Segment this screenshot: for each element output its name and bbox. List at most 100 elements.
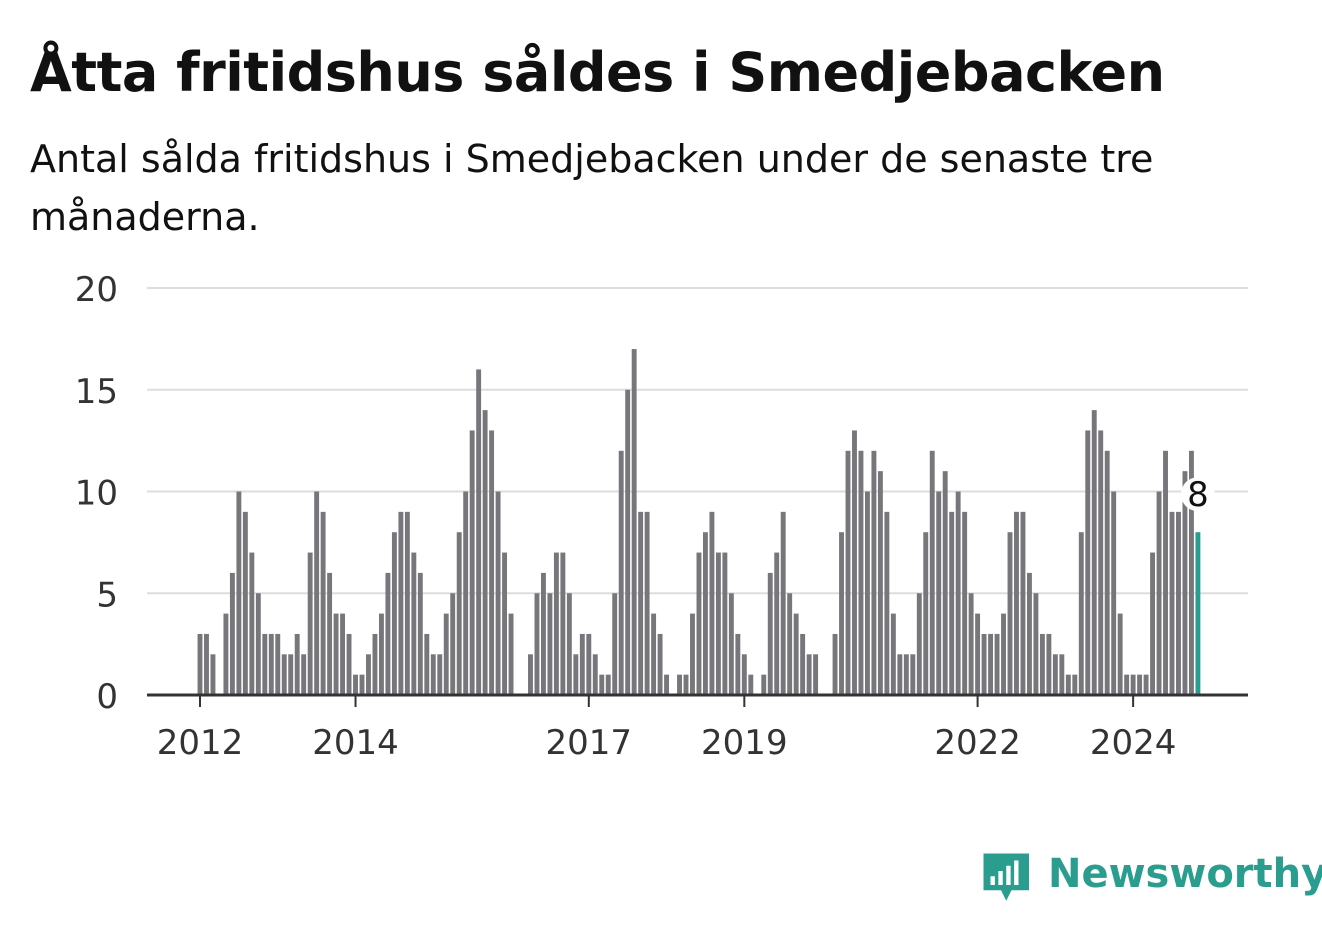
bar [994,633,1000,695]
bar [1143,674,1149,695]
bar [443,613,449,695]
x-tick-label: 2014 [312,723,399,763]
chart-title: Åtta fritidshus såldes i Smedjebacken [30,41,1165,104]
chart-subtitle: Antal sålda fritidshus i Smedjebacken un… [30,137,1154,239]
bar [404,511,410,695]
bar [858,450,864,695]
bar [333,613,339,695]
x-tick-label: 2024 [1090,723,1177,763]
bar [780,511,786,695]
bar [301,654,307,695]
bar [1091,410,1097,695]
bar [573,654,579,695]
bar [1124,674,1130,695]
bar [955,491,961,695]
bar [877,471,883,695]
bar [890,613,896,695]
bar [223,613,229,695]
bar [411,552,417,695]
bar [1156,491,1162,695]
bar [553,552,559,695]
y-tick-label: 0 [96,677,118,717]
x-tick-label: 2022 [934,723,1021,763]
bar [845,450,851,695]
bar [1078,532,1084,695]
bar [1026,572,1032,695]
bar [229,572,235,695]
y-tick-label: 20 [75,270,118,310]
bar [294,633,300,695]
bar [1150,552,1156,695]
bar [1176,511,1181,695]
bar [916,593,922,695]
bar [560,552,566,695]
bar [528,654,533,695]
bar [540,572,546,695]
bar [1111,491,1117,695]
bar [398,511,404,695]
data-label-background [1180,477,1215,512]
bar [709,511,715,695]
bar [353,674,358,695]
bar [242,511,248,695]
bar [1098,430,1104,695]
bar [968,593,974,695]
bar [852,430,857,695]
bar [482,410,488,695]
bar [579,633,585,695]
bar [204,633,209,695]
bar [469,430,475,695]
bar [988,633,994,695]
brand-name: Newsworthy [1048,851,1322,897]
bar [592,654,598,695]
bar [975,613,981,695]
bar [1046,633,1052,695]
bar [871,450,877,695]
bar [1085,430,1091,695]
bar [722,552,728,695]
bar [424,633,430,695]
bar [1039,633,1045,695]
bar [715,552,721,695]
bar [942,471,948,695]
bar [1052,654,1058,695]
bar [774,552,780,695]
bar [1072,674,1078,695]
bar [1001,613,1006,695]
bar [1104,450,1110,695]
bar [547,593,553,695]
y-tick-label: 5 [96,575,118,615]
bar [340,613,346,695]
bar [1182,471,1188,695]
bar [1130,674,1136,695]
bar [1014,511,1019,695]
x-tick-label: 2019 [701,723,788,763]
bar [787,593,793,695]
bar [1007,532,1013,695]
bar [625,389,631,695]
bar [385,572,391,695]
bar [346,633,352,695]
bar [437,654,443,695]
bar [566,593,572,695]
bar [903,654,909,695]
bar [314,491,320,695]
bar [320,511,326,695]
bar [307,552,313,695]
bar [534,593,540,695]
bar [210,654,216,695]
bar [197,633,203,695]
bar [631,349,637,695]
bar [696,552,702,695]
bar [702,532,708,695]
bar [275,633,281,695]
bar [864,491,870,695]
x-tick-label: 2012 [157,723,244,763]
data-label: 8 [1187,475,1209,515]
bar [644,511,650,695]
bar [923,532,929,695]
bar [651,613,657,695]
bar [1117,613,1123,695]
bar [1065,674,1071,695]
bar [929,450,935,695]
